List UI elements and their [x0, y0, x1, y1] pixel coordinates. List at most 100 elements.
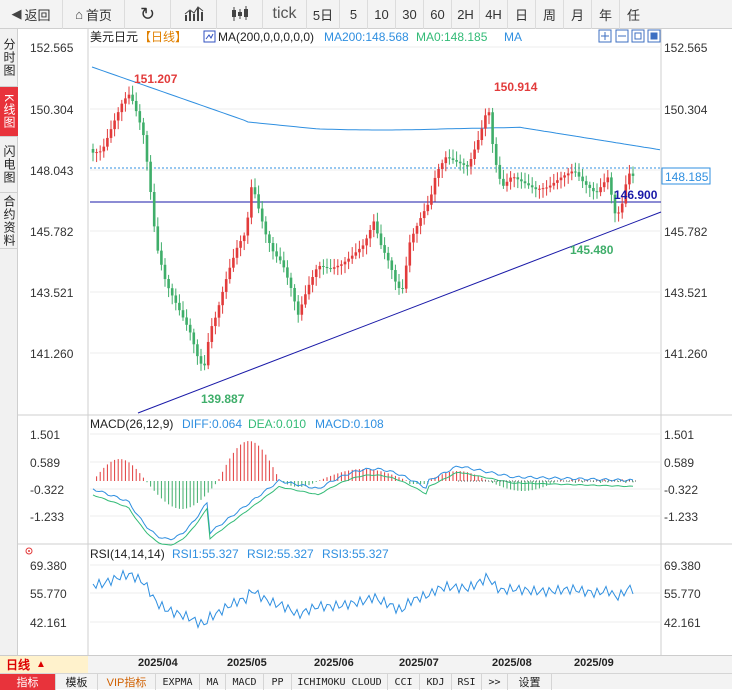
candle-body: [314, 269, 318, 278]
macd-y-label-left: 1.501: [30, 428, 60, 442]
period-4h[interactable]: 4H: [479, 0, 507, 29]
candle-body: [527, 183, 530, 186]
rsi-settings-icon: [25, 547, 33, 555]
kline-chart[interactable]: 152.565 150.304 148.043 145.782 143.521 …: [18, 29, 732, 655]
period-30min[interactable]: 30: [395, 0, 423, 29]
tab-ma[interactable]: MA: [200, 674, 226, 690]
tab-more[interactable]: >>: [482, 674, 508, 690]
period-60min[interactable]: 60: [423, 0, 451, 29]
candle-body: [185, 317, 188, 325]
candle-body: [404, 265, 408, 289]
tick-button[interactable]: tick: [262, 0, 306, 29]
period-day[interactable]: 日: [507, 0, 535, 29]
tab-settings[interactable]: 设置: [508, 674, 552, 690]
period-custom[interactable]: 任: [619, 0, 647, 29]
candle-body: [419, 218, 422, 226]
tab-timeshare[interactable]: 分时图: [0, 29, 18, 87]
side-tabs: 分时图 K线图 闪电图 合约资料: [0, 29, 18, 655]
period-selector[interactable]: 日线 ▲: [0, 656, 88, 673]
candle-body: [422, 211, 426, 219]
main-y-label-left: 145.782: [30, 225, 74, 239]
chart-controls[interactable]: [598, 29, 661, 43]
candle-body: [289, 277, 293, 288]
ma200-line: [91, 66, 661, 151]
candle-body: [484, 115, 487, 129]
fullscreen-icon: [631, 29, 645, 43]
rsi-y-label-left: 55.770: [30, 587, 67, 601]
x-axis: 2025/04 2025/05 2025/06 2025/07 2025/08 …: [88, 656, 658, 673]
tab-cci[interactable]: CCI: [388, 674, 420, 690]
period-week[interactable]: 周: [535, 0, 563, 29]
candle-body: [440, 163, 444, 170]
period-arrow-icon: ▲: [36, 659, 46, 670]
tab-flash[interactable]: 闪电图: [0, 137, 18, 193]
tab-ichimoku[interactable]: ICHIMOKU CLOUD: [292, 674, 388, 690]
period-10min[interactable]: 10: [367, 0, 395, 29]
period-month[interactable]: 月: [563, 0, 591, 29]
candle-body: [534, 187, 538, 190]
candle-body: [624, 184, 628, 204]
candle-body: [462, 163, 466, 165]
candle-body: [545, 187, 548, 189]
x-axis-label: 2025/07: [399, 657, 439, 669]
x-axis-label: 2025/09: [574, 657, 614, 669]
candle-body: [228, 267, 232, 280]
tab-kline[interactable]: K线图: [0, 87, 18, 137]
candle-body: [631, 173, 635, 176]
tab-vip-indicator[interactable]: VIP指标: [98, 674, 156, 690]
candle-body: [430, 194, 433, 205]
candle-body: [196, 344, 199, 357]
main-y-label-left: 141.260: [30, 347, 74, 361]
rsi-y-label-left: 42.161: [30, 616, 67, 630]
candle-body: [250, 187, 253, 218]
tab-kdj[interactable]: KDJ: [420, 674, 452, 690]
candle-body: [376, 221, 379, 234]
candle-body: [167, 279, 170, 289]
candlestick-button[interactable]: [216, 0, 262, 29]
candle-body: [156, 226, 160, 251]
period-5day[interactable]: 5日: [306, 0, 339, 29]
tab-contract-info[interactable]: 合约资料: [0, 193, 18, 249]
tab-expma[interactable]: EXPMA: [156, 674, 200, 690]
symbol-name: 美元日元: [90, 30, 138, 44]
bar-chart-icon: [184, 6, 203, 21]
rsi-value-1: RSI1:55.327: [172, 547, 239, 561]
macd-y-label-right: -0.322: [664, 483, 698, 497]
price-annotations: 151.207 150.914 139.887 145.480 146.900: [134, 72, 658, 406]
candle-body: [253, 187, 257, 195]
home-button[interactable]: ⌂ 首页: [62, 0, 124, 29]
x-axis-label: 2025/08: [492, 657, 532, 669]
diff-line: [92, 465, 634, 541]
candle-body: [286, 267, 289, 278]
period-5min[interactable]: 5: [339, 0, 367, 29]
candle-body: [304, 294, 307, 305]
current-price-label: 148.185: [665, 170, 709, 184]
back-button[interactable]: ◀ 返回: [0, 0, 62, 29]
macd-title: MACD(26,12,9): [90, 417, 173, 431]
candle-body: [628, 173, 631, 185]
candle-body: [206, 341, 210, 366]
back-arrow-icon: ◀: [11, 6, 22, 21]
candle-body: [134, 100, 138, 112]
candle-body: [473, 149, 476, 160]
high-annotation-1: 151.207: [134, 72, 178, 86]
tab-indicator[interactable]: 指标: [0, 674, 56, 690]
candle-body: [437, 169, 440, 178]
ma200-value: MA200:148.568: [324, 30, 409, 44]
candle-body: [502, 178, 505, 186]
tab-macd[interactable]: MACD: [226, 674, 264, 690]
tab-pp[interactable]: PP: [264, 674, 292, 690]
candle-body: [466, 164, 469, 167]
indicator-button[interactable]: [170, 0, 216, 29]
period-2h[interactable]: 2H: [451, 0, 479, 29]
tab-template[interactable]: 模板: [56, 674, 98, 690]
candle-body: [516, 177, 520, 180]
tab-rsi[interactable]: RSI: [452, 674, 482, 690]
rsi-value-2: RSI2:55.327: [247, 547, 314, 561]
refresh-button[interactable]: ↻: [124, 0, 170, 29]
period-year[interactable]: 年: [591, 0, 619, 29]
ma-extra: MA: [504, 30, 522, 44]
candle-body: [408, 242, 412, 266]
candle-body: [260, 208, 264, 222]
candle-body: [476, 140, 480, 150]
